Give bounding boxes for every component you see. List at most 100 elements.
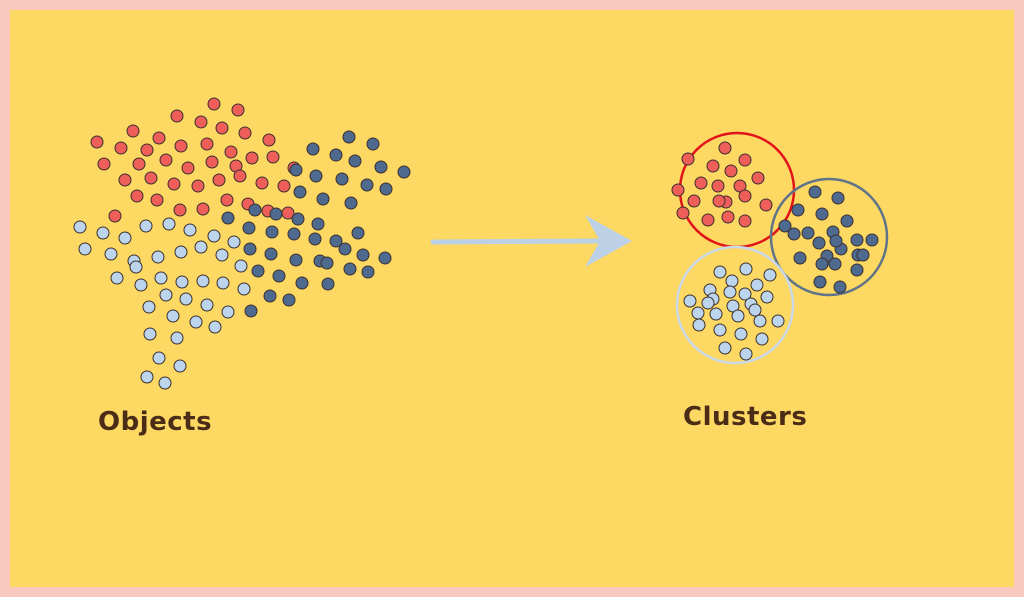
dark-blue-object-dot	[343, 262, 357, 276]
dark-blue-object-dot	[248, 203, 262, 217]
light-blue-object-dot	[142, 300, 156, 314]
red-cluster-dot	[724, 164, 738, 178]
light-blue-cluster-dot	[760, 290, 774, 304]
light-blue-cluster-dot	[713, 323, 727, 337]
red-object-dot	[196, 202, 210, 216]
dark-blue-object-dot	[329, 148, 343, 162]
red-cluster-dot	[738, 214, 752, 228]
red-object-dot	[231, 103, 245, 117]
dark-blue-object-dot	[309, 169, 323, 183]
light-blue-cluster-ring	[675, 245, 795, 365]
light-blue-object-dot	[78, 242, 92, 256]
light-blue-cluster-dot	[723, 285, 737, 299]
red-object-dot	[181, 161, 195, 175]
dark-blue-cluster-dot	[787, 227, 801, 241]
light-blue-object-dot	[151, 250, 165, 264]
light-blue-cluster-dot	[755, 332, 769, 346]
red-cluster-dot	[676, 206, 690, 220]
light-blue-cluster-dot	[692, 318, 706, 332]
red-object-dot	[220, 193, 234, 207]
dark-blue-object-dot	[264, 247, 278, 261]
light-blue-object-dot	[200, 298, 214, 312]
red-object-dot	[144, 171, 158, 185]
light-blue-object-dot	[166, 309, 180, 323]
objects-scatter	[73, 97, 411, 390]
arrow-shaft	[430, 238, 603, 245]
light-blue-object-dot	[143, 327, 157, 341]
red-object-dot	[194, 115, 208, 129]
dark-blue-object-dot	[243, 242, 257, 256]
dark-blue-object-dot	[397, 165, 411, 179]
light-blue-object-dot	[174, 245, 188, 259]
red-object-dot	[140, 143, 154, 157]
dark-blue-object-dot	[269, 207, 283, 221]
dark-blue-object-dot	[360, 178, 374, 192]
red-cluster-dot	[712, 194, 726, 208]
red-cluster-dot	[718, 141, 732, 155]
red-object-dot	[130, 189, 144, 203]
red-object-dot	[215, 121, 229, 135]
light-blue-object-dot	[140, 370, 154, 384]
dark-blue-object-dot	[291, 212, 305, 226]
light-blue-object-dot	[129, 260, 143, 274]
dark-blue-cluster-dot	[813, 275, 827, 289]
dark-blue-cluster-dot	[815, 207, 829, 221]
light-blue-cluster-dot	[739, 262, 753, 276]
dark-blue-cluster-dot	[831, 191, 845, 205]
arrow-head	[585, 215, 632, 267]
light-blue-cluster-dot	[753, 314, 767, 328]
red-object-dot	[255, 176, 269, 190]
red-object-dot	[159, 153, 173, 167]
light-blue-object-dot	[139, 219, 153, 233]
light-blue-object-dot	[227, 235, 241, 249]
dark-blue-cluster-dot	[793, 251, 807, 265]
red-object-dot	[167, 177, 181, 191]
red-cluster-dot	[694, 176, 708, 190]
light-blue-cluster-dot	[683, 294, 697, 308]
light-blue-object-dot	[170, 331, 184, 345]
red-object-dot	[191, 179, 205, 193]
red-object-dot	[266, 150, 280, 164]
dark-blue-object-dot	[221, 211, 235, 225]
red-object-dot	[277, 179, 291, 193]
red-object-dot	[207, 97, 221, 111]
dark-blue-cluster-dot	[801, 226, 815, 240]
light-blue-object-dot	[221, 305, 235, 319]
dark-blue-object-dot	[361, 265, 375, 279]
dark-blue-object-dot	[335, 172, 349, 186]
light-blue-object-dot	[189, 315, 203, 329]
dark-blue-object-dot	[374, 160, 388, 174]
dark-blue-cluster-dot	[865, 233, 879, 247]
red-object-dot	[200, 137, 214, 151]
dark-blue-cluster-dot	[850, 233, 864, 247]
red-object-dot	[173, 203, 187, 217]
red-object-dot	[212, 173, 226, 187]
light-blue-object-dot	[159, 288, 173, 302]
light-blue-object-dot	[234, 259, 248, 273]
dark-blue-object-dot	[348, 154, 362, 168]
red-object-dot	[205, 155, 219, 169]
clustering-diagram	[73, 97, 889, 390]
light-blue-cluster-dot	[701, 296, 715, 310]
light-blue-object-dot	[134, 278, 148, 292]
dark-blue-cluster-dot	[791, 203, 805, 217]
light-blue-object-dot	[194, 240, 208, 254]
light-blue-object-dot	[158, 376, 172, 390]
dark-blue-cluster-dot	[850, 263, 864, 277]
dark-blue-object-dot	[306, 142, 320, 156]
light-blue-cluster-dot	[771, 314, 785, 328]
light-blue-object-dot	[162, 217, 176, 231]
dark-blue-object-dot	[282, 293, 296, 307]
light-blue-cluster-dot	[763, 268, 777, 282]
light-blue-object-dot	[175, 275, 189, 289]
dark-blue-object-dot	[311, 217, 325, 231]
dark-blue-object-dot	[265, 225, 279, 239]
dark-blue-cluster-dot	[778, 219, 792, 233]
light-blue-object-dot	[118, 231, 132, 245]
dark-blue-cluster-dot	[840, 214, 854, 228]
red-object-dot	[97, 157, 111, 171]
red-object-dot	[174, 139, 188, 153]
light-blue-cluster-dot	[709, 307, 723, 321]
light-blue-cluster-dot	[731, 309, 745, 323]
light-blue-cluster-dot	[713, 265, 727, 279]
